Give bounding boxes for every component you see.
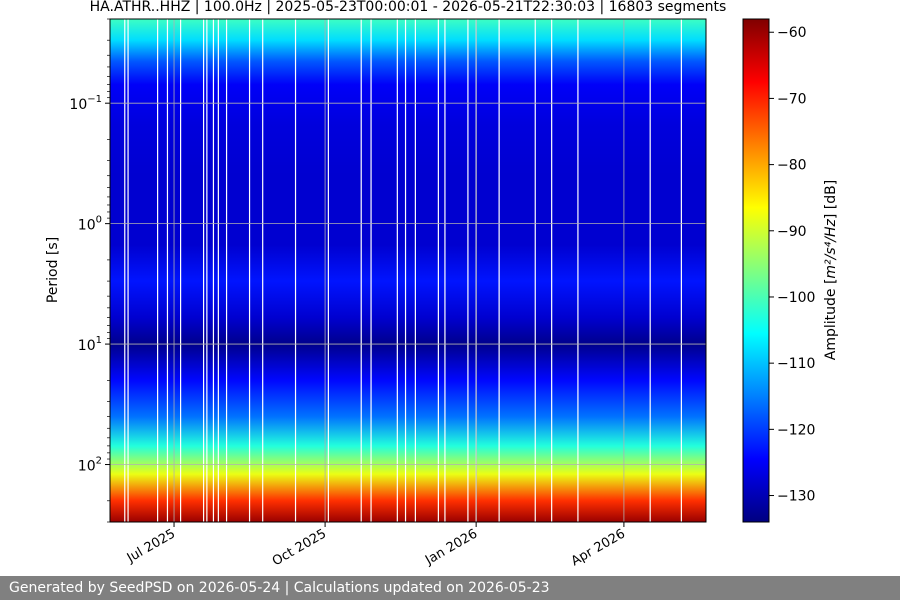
y-tick-label: 100	[78, 215, 102, 234]
y-tick-label: 102	[78, 456, 102, 475]
x-tick-label: Apr 2026	[569, 526, 628, 569]
plot-frame	[109, 18, 707, 523]
colorbar	[742, 18, 770, 523]
psd-heatmap	[110, 19, 706, 522]
colorbar-label-prefix: Amplitude [	[823, 279, 839, 361]
plot-area	[110, 19, 706, 522]
colorbar-axis: −60 −70 −80 −90 −100 −110 −120 −130	[769, 25, 815, 505]
x-axis: Jul 2025 Oct 2025 Jan 2026 Apr 2026	[124, 522, 628, 569]
footer-bar: Generated by SeedPSD on 2026-05-24 | Cal…	[0, 576, 900, 600]
psd-chart: HA.ATHR..HHZ | 100.0Hz | 2025-05-23T00:0…	[45, 0, 839, 569]
grid-lines	[110, 19, 706, 522]
colorbar-tick-label: −100	[777, 290, 815, 306]
colorbar-tick-label: −80	[777, 158, 807, 174]
x-tick-label: Jul 2025	[124, 526, 178, 566]
colorbar-tick-label: −110	[777, 356, 815, 372]
footer-text: Generated by SeedPSD on 2026-05-24 | Cal…	[9, 580, 550, 596]
y-axis: 10−1 100 101 102	[69, 18, 110, 523]
x-tick-label: Oct 2025	[270, 526, 329, 569]
x-tick-label: Jan 2026	[422, 526, 480, 568]
colorbar-tick-label: −60	[777, 25, 807, 41]
y-tick-label: 101	[78, 335, 102, 354]
colorbar-label: Amplitude [m²/s⁴/Hz] [dB]	[823, 180, 839, 360]
colorbar-label-suffix: ] [dB]	[823, 180, 839, 219]
colorbar-label-unit: m²/s⁴/Hz	[823, 218, 839, 278]
colorbar-tick-label: −130	[777, 489, 815, 505]
chart-title: HA.ATHR..HHZ | 100.0Hz | 2025-05-23T00:0…	[90, 0, 727, 15]
y-tick-label: 10−1	[69, 94, 102, 113]
colorbar-tick-label: −120	[777, 422, 815, 438]
y-axis-label: Period [s]	[45, 237, 61, 303]
colorbar-tick-label: −70	[777, 91, 807, 107]
colorbar-tick-label: −90	[777, 224, 807, 240]
